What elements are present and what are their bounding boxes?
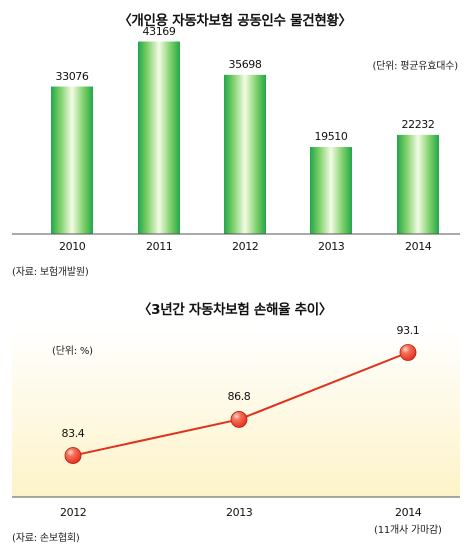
line-chart-unit-note: (단위: %) <box>52 346 93 357</box>
line-x-tick-label: 2014 <box>395 506 422 519</box>
bar-value-label: 35698 <box>228 57 262 71</box>
line-value-label: 83.4 <box>61 426 85 440</box>
bar-x-tick-label: 2010 <box>59 240 86 253</box>
bar-value-label: 33076 <box>55 69 89 83</box>
bar-chart-unit-note: (단위: 평균유효대수) <box>372 61 458 72</box>
bar-x-tick-label: 2011 <box>146 240 173 253</box>
bar-value-label: 43169 <box>142 24 176 38</box>
bar-value-label: 19510 <box>314 130 348 144</box>
line-chart-title: 〈3년간 자동차보험 손해율 추이〉 <box>137 302 333 318</box>
line-x-tick-label: 2013 <box>226 506 253 519</box>
bar-2012 <box>224 74 266 234</box>
bar-x-tick-label: 2013 <box>318 240 345 253</box>
bar-x-tick-label: 2014 <box>405 240 432 253</box>
bar-2013 <box>310 147 352 234</box>
bar-chart <box>12 41 460 235</box>
line-x-tick-note: (11개사 가마감) <box>374 525 442 536</box>
line-value-label: 86.8 <box>227 390 251 404</box>
bar-2010 <box>51 86 93 234</box>
line-value-label: 93.1 <box>396 323 420 337</box>
bar-2011 <box>138 41 180 234</box>
bar-value-label: 22232 <box>401 117 435 131</box>
bar-2014 <box>397 134 439 234</box>
bar-chart-source: (자료: 보험개발원) <box>12 267 89 278</box>
line-x-tick-label: 2012 <box>60 506 87 519</box>
line-point-2014 <box>399 344 417 361</box>
bar-chart-title: 〈개인용 자동차보험 공동인수 물건현황〉 <box>118 13 352 29</box>
line-point-2013 <box>230 411 248 428</box>
line-point-2012 <box>64 447 82 464</box>
line-chart-source: (자료: 손보협회) <box>12 533 80 544</box>
bar-x-tick-label: 2012 <box>232 240 259 253</box>
